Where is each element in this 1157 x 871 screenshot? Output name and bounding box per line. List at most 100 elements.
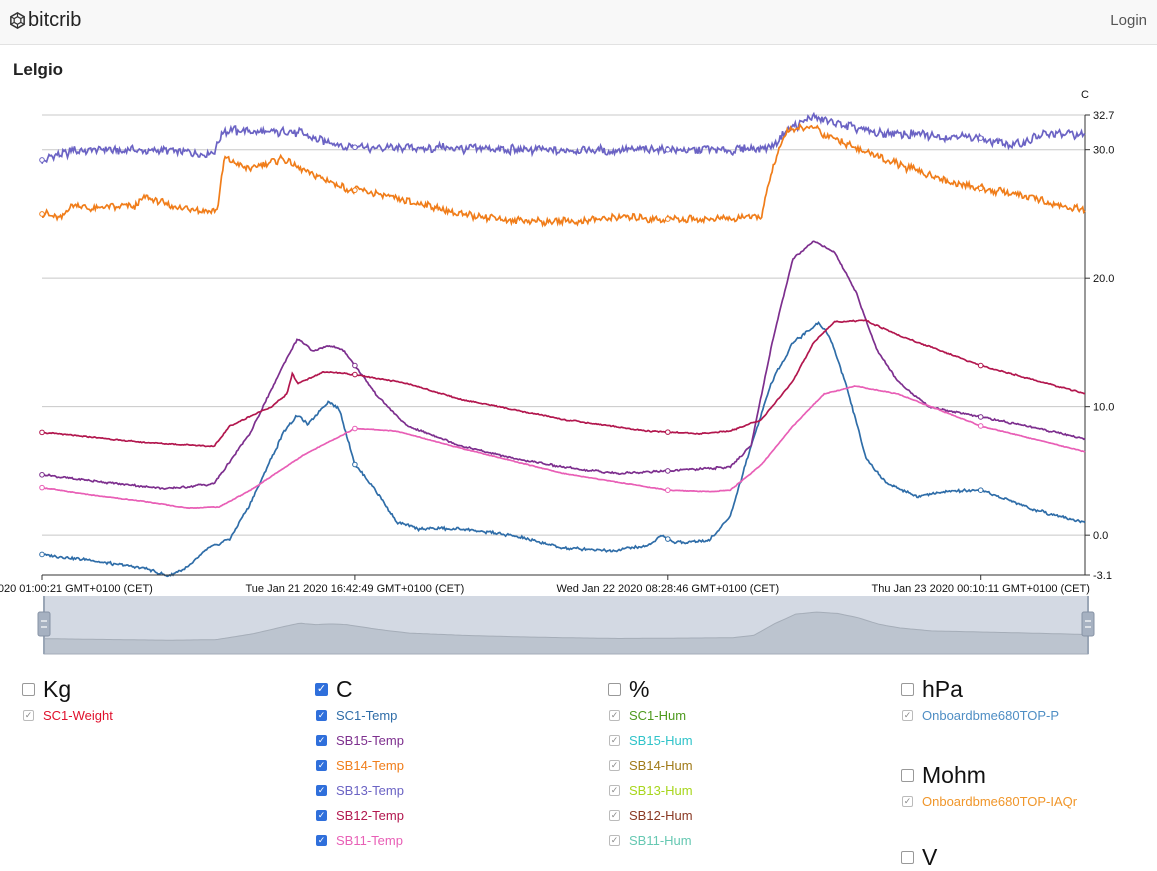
series-label: SC1-Temp [336, 708, 398, 723]
series-checkbox[interactable]: ✓ [902, 796, 913, 807]
series-toggle[interactable]: ✓ SB12-Temp [315, 803, 404, 828]
series-label: SB11-Temp [336, 833, 403, 848]
series-toggle[interactable]: ✓ SB14-Hum [608, 753, 693, 778]
series-toggle[interactable]: ✓ SB13-Hum [608, 778, 693, 803]
unit-group-checkbox[interactable] [901, 768, 914, 782]
unit-group-header: % [608, 675, 693, 703]
series-toggle[interactable]: ✓ SB15-Temp [315, 728, 404, 753]
x-tick-label: Wed Jan 22 2020 08:28:46 GMT+0100 (CET) [556, 583, 779, 595]
unit-group-checkbox[interactable] [901, 850, 914, 864]
series-toggle[interactable]: ✓ Onboardbme680TOP-P [901, 703, 1059, 728]
y-tick-label: 30.0 [1093, 145, 1114, 157]
unit-group-header: V [901, 843, 937, 871]
series-checkbox[interactable]: ✓ [316, 710, 327, 721]
data-point-marker [39, 211, 45, 217]
x-axis: Mon Jan 20 2020 01:00:21 GMT+0100 (CET) T… [0, 574, 1090, 595]
series-label: SB15-Hum [629, 733, 693, 748]
series-toggle[interactable]: ✓ SC1-Hum [608, 703, 693, 728]
series-toggle[interactable]: ✓ Onboardbme680TOP-IAQr [901, 789, 1077, 814]
brand-logo[interactable]: bitcrib [8, 9, 81, 32]
cube-logo-icon [10, 12, 25, 29]
unit-group-header: Mohm [901, 761, 1077, 789]
page-title: Lelgio [13, 60, 64, 79]
unit-group-mohm: Mohm ✓ Onboardbme680TOP-IAQr [901, 761, 1077, 814]
y-axis-unit-label: C [1081, 89, 1089, 101]
series-toggle[interactable]: ✓ SC1-Weight [22, 703, 113, 728]
series-toggle[interactable]: ✓ SB14-Temp [315, 753, 404, 778]
chart-markers [39, 135, 984, 558]
login-link[interactable]: Login [1110, 12, 1147, 29]
series-checkbox[interactable]: ✓ [609, 710, 620, 721]
series-toggle[interactable]: ✓ SB11-Hum [608, 828, 693, 853]
series-checkbox[interactable]: ✓ [609, 835, 620, 846]
chart-series [41, 111, 1086, 578]
series-toggle[interactable]: ✓ SC1-Temp [315, 703, 404, 728]
top-navbar: bitcrib Login [0, 0, 1157, 45]
unit-group-title: C [336, 675, 353, 702]
series-label: SB12-Hum [629, 808, 693, 823]
series-label: SC1-Weight [43, 708, 113, 723]
series-label: SB11-Hum [629, 833, 692, 848]
data-point-marker [39, 484, 45, 491]
navigator-left-handle[interactable] [37, 611, 51, 637]
series-label: Onboardbme680TOP-P [922, 708, 1060, 723]
series-checkbox[interactable]: ✓ [316, 785, 327, 796]
y-tick-label: 10.0 [1093, 402, 1114, 414]
data-point-marker [977, 185, 984, 192]
series-label: Onboardbme680TOP-IAQr [922, 794, 1078, 809]
data-point-marker [39, 429, 45, 436]
unit-group-checkbox[interactable]: ✓ [315, 682, 328, 696]
data-point-marker [352, 425, 358, 432]
temperature-chart[interactable]: C 32.7 30.0 20.0 10.0 0.0 -3.1 Mon Jan 20 202… [0, 85, 1157, 660]
series-toggle[interactable]: ✓ SB12-Hum [608, 803, 693, 828]
range-navigator[interactable] [37, 596, 1095, 655]
series-checkbox[interactable]: ✓ [316, 760, 327, 771]
data-point-marker [352, 187, 358, 193]
y-tick-label: -3.1 [1093, 570, 1112, 582]
series-toggle[interactable]: ✓ SB13-Temp [315, 778, 404, 803]
data-point-marker [665, 487, 671, 493]
data-point-marker [352, 371, 358, 378]
brand-name: bitcrib [28, 9, 82, 31]
unit-group-title: % [629, 675, 650, 702]
data-point-marker [352, 461, 358, 468]
unit-group-c: ✓ C ✓ SC1-Temp ✓ SB15-Temp ✓ SB14-Temp ✓ SB13-Tem… [315, 675, 404, 853]
unit-group-pct: % ✓ SC1-Hum ✓ SB15-Hum ✓ SB14-Hum ✓ SB13-Hum ✓ SB1… [608, 675, 693, 853]
unit-group-header: hPa [901, 675, 1059, 703]
series-checkbox[interactable]: ✓ [316, 835, 327, 846]
data-point-marker [665, 468, 671, 474]
navigator-right-handle[interactable] [1081, 611, 1095, 637]
unit-group-title: V [922, 843, 938, 870]
x-tick-label: Tue Jan 21 2020 16:42:49 GMT+0100 (CET) [245, 583, 464, 595]
unit-group-header: ✓ C [315, 675, 404, 703]
series-line-sb11-temp [41, 385, 1086, 510]
series-checkbox[interactable]: ✓ [609, 760, 620, 771]
series-line-sb15-temp [41, 240, 1086, 490]
series-line-sb13-temp [41, 111, 1086, 164]
y-tick-label: 20.0 [1093, 273, 1114, 285]
unit-group-checkbox[interactable] [901, 682, 914, 696]
data-point-marker [977, 135, 984, 141]
data-point-marker [665, 536, 671, 542]
data-point-marker [352, 144, 358, 151]
series-line-sc1-temp [41, 321, 1086, 578]
unit-group-title: Kg [43, 675, 72, 702]
unit-group-hpa: hPa ✓ Onboardbme680TOP-P [901, 675, 1059, 728]
series-checkbox[interactable]: ✓ [609, 810, 620, 821]
data-point-marker [977, 423, 984, 429]
data-point-marker [352, 362, 358, 369]
series-checkbox[interactable]: ✓ [609, 785, 620, 796]
data-point-marker [977, 487, 984, 493]
series-checkbox[interactable]: ✓ [23, 710, 34, 721]
series-label: SB12-Temp [336, 808, 404, 823]
series-checkbox[interactable]: ✓ [316, 735, 327, 746]
unit-group-checkbox[interactable] [22, 682, 35, 696]
unit-group-checkbox[interactable] [608, 682, 621, 696]
series-checkbox[interactable]: ✓ [316, 810, 327, 821]
series-checkbox[interactable]: ✓ [609, 735, 620, 746]
series-checkbox[interactable]: ✓ [902, 710, 913, 721]
series-toggle[interactable]: ✓ SB11-Temp [315, 828, 404, 853]
series-toggle[interactable]: ✓ SB15-Hum [608, 728, 693, 753]
data-point-marker [39, 157, 45, 163]
y-tick-label: 0.0 [1093, 530, 1108, 542]
